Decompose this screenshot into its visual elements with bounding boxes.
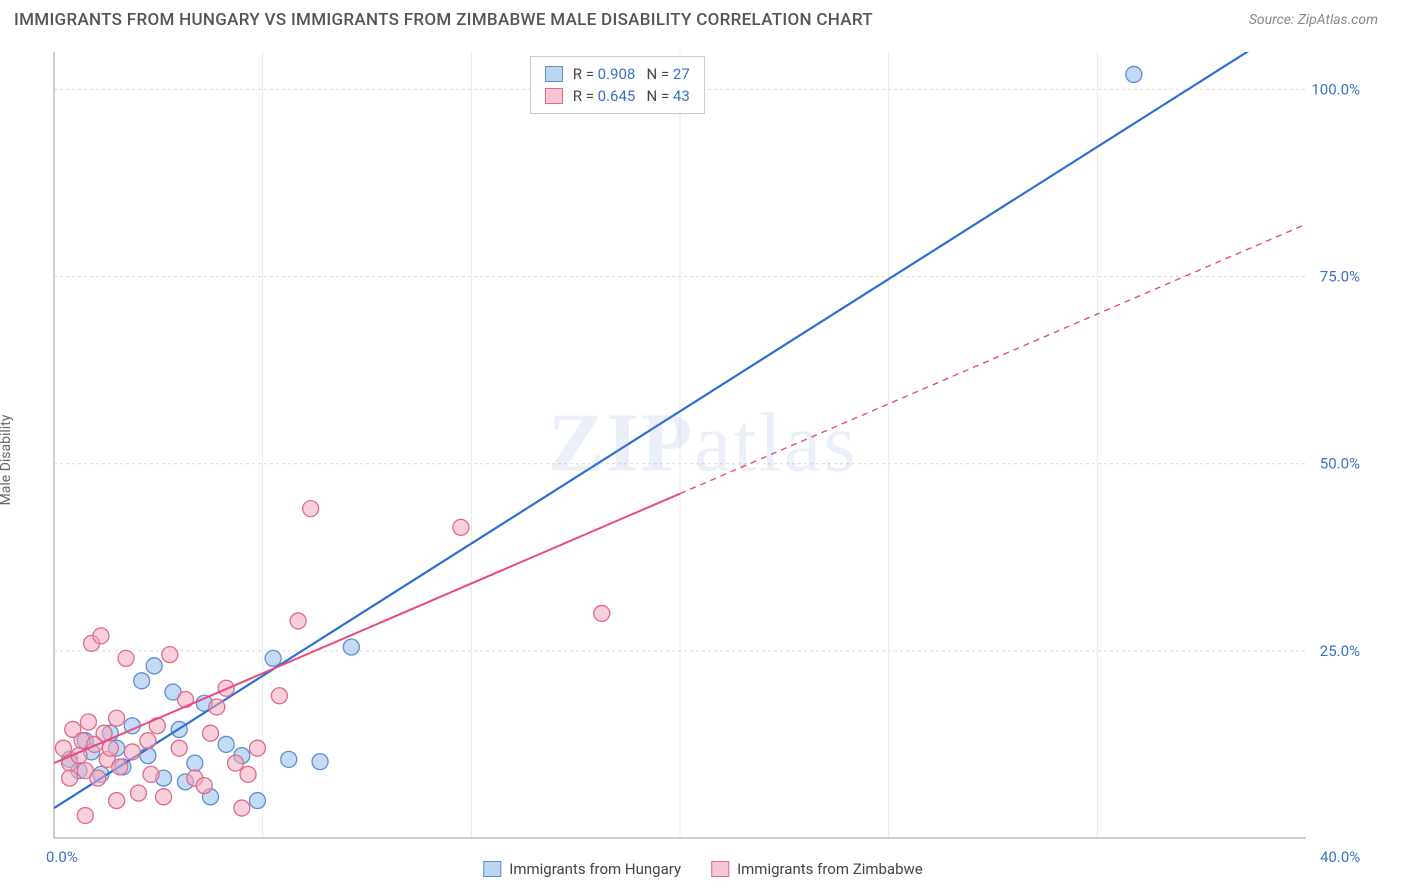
y-axis-label: Male Disability xyxy=(0,415,14,506)
svg-text:25.0%: 25.0% xyxy=(1320,642,1360,660)
legend-swatch xyxy=(545,66,563,82)
svg-text:75.0%: 75.0% xyxy=(1320,268,1360,286)
series-legend: Immigrants from Hungary Immigrants from Z… xyxy=(483,860,922,878)
chart-area: Male Disability 25.0%50.0%75.0%100.0% ZI… xyxy=(14,38,1392,882)
legend-label: Immigrants from Zimbabwe xyxy=(737,860,923,878)
correlation-legend-row: R = 0.645 N = 43 xyxy=(545,85,690,107)
x-tick-label-max: 40.0% xyxy=(1320,848,1360,866)
svg-text:100.0%: 100.0% xyxy=(1311,80,1360,98)
correlation-legend-row: R = 0.908 N = 27 xyxy=(545,63,690,85)
source-label: Source: ZipAtlas.com xyxy=(1249,12,1378,28)
chart-title: IMMIGRANTS FROM HUNGARY VS IMMIGRANTS FR… xyxy=(14,10,873,30)
x-tick-label-min: 0.0% xyxy=(46,848,78,866)
legend-item: Immigrants from Hungary xyxy=(483,860,681,878)
legend-label: Immigrants from Hungary xyxy=(509,860,681,878)
legend-swatch xyxy=(483,861,501,877)
correlation-legend: R = 0.908 N = 27R = 0.645 N = 43 xyxy=(530,56,705,114)
svg-text:50.0%: 50.0% xyxy=(1320,455,1360,473)
scatter-chart: 25.0% 50.0% 75.0% 100.0% xyxy=(14,38,1392,882)
legend-swatch xyxy=(711,861,729,877)
legend-item: Immigrants from Zimbabwe xyxy=(711,860,923,878)
legend-swatch xyxy=(545,88,563,104)
